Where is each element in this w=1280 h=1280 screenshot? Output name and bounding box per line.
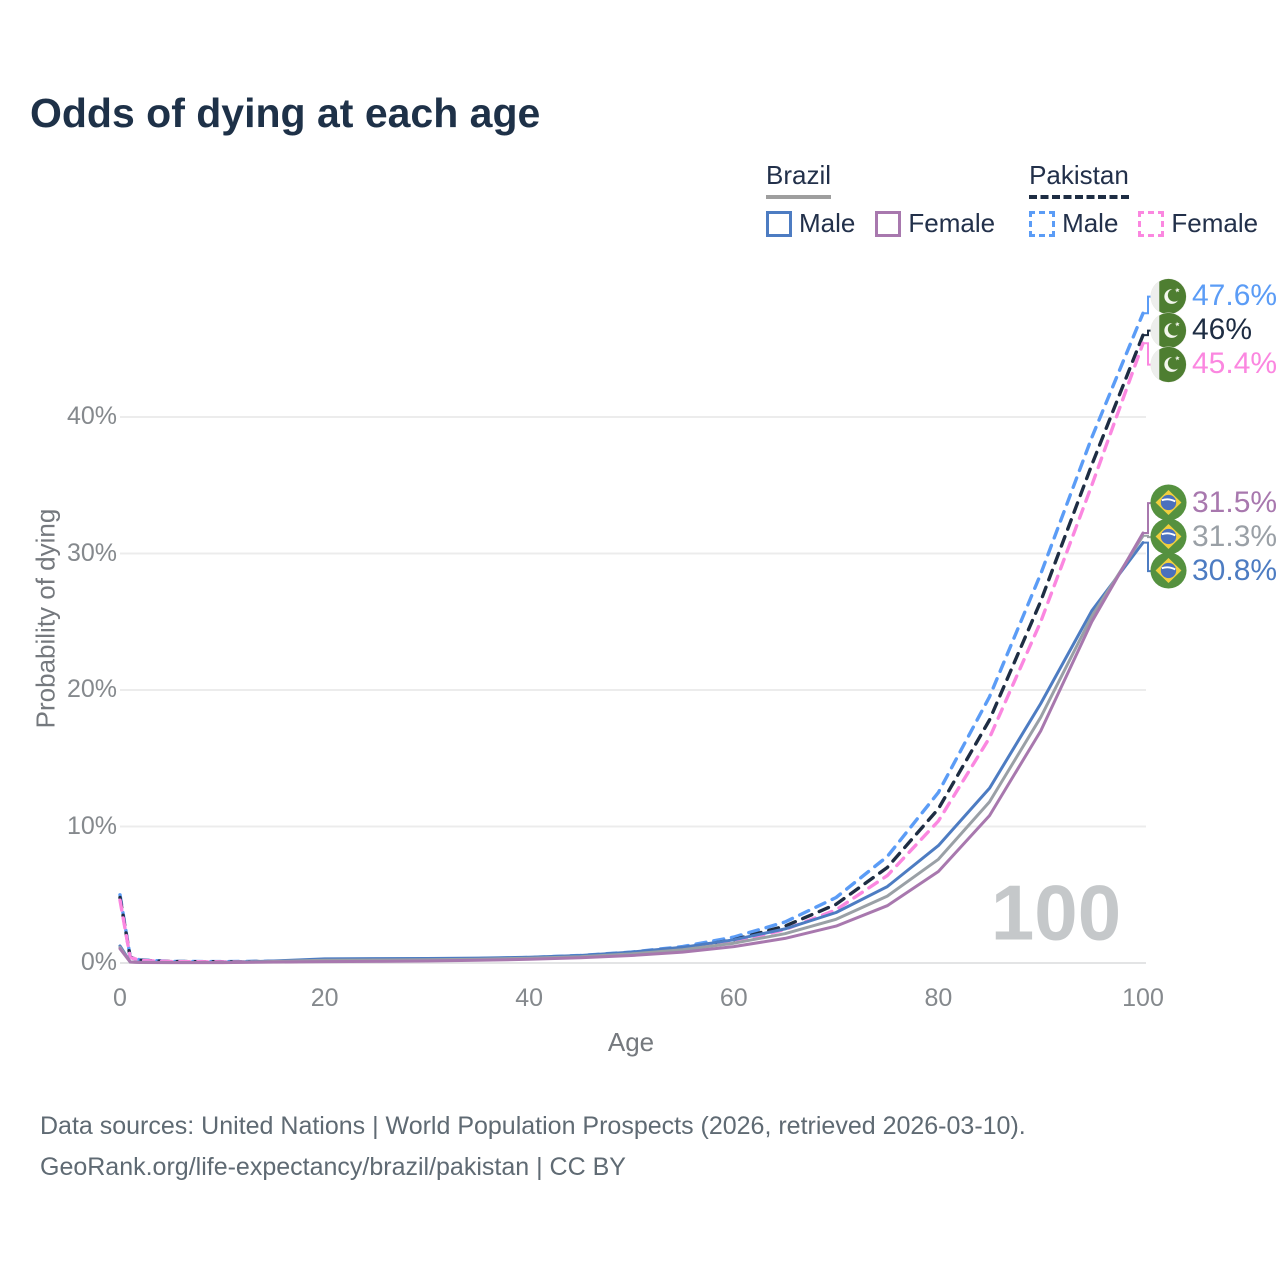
leader-line [1144, 502, 1152, 534]
leader-line [1144, 295, 1152, 315]
x-tick-20: 20 [310, 984, 339, 1012]
end-label-brazil-both-sexes: 31.3% [1150, 518, 1277, 555]
end-label-value: 31.5% [1192, 485, 1278, 519]
legend-swatch-icon[interactable] [1029, 210, 1056, 237]
end-label-value: 31.3% [1192, 519, 1278, 553]
end-label-pakistan-both-sexes: 46% [1150, 312, 1252, 349]
brazil-flag-icon [1150, 552, 1187, 589]
leader-line [1144, 342, 1152, 366]
leader-line [1144, 541, 1152, 573]
legend-group-brazil: Brazil Male Female [766, 160, 995, 239]
end-label-pakistan-female: 45.4% [1150, 346, 1277, 383]
end-label-brazil-female: 31.5% [1150, 484, 1277, 521]
y-tick-20%: 20% [66, 675, 117, 703]
series-line-brazil-female[interactable] [118, 531, 1145, 965]
x-tick-80: 80 [924, 984, 953, 1012]
legend-item-label: Male [799, 208, 856, 238]
y-tick-30%: 30% [66, 538, 117, 567]
end-label-value: 30.8% [1192, 553, 1278, 587]
x-tick-0: 0 [113, 984, 127, 1012]
legend: Brazil Male Female Pakistan Male Female [766, 160, 1258, 239]
pakistan-flag-icon [1150, 346, 1187, 383]
legend-item-label: Female [908, 208, 996, 238]
legend-country-pakistan[interactable]: Pakistan [1029, 160, 1129, 199]
footer-line-1: Data sources: United Nations | World Pop… [40, 1112, 1026, 1140]
x-tick-100: 100 [1122, 984, 1164, 1012]
end-label-brazil-male: 30.8% [1150, 552, 1277, 589]
legend-item-brazil-female[interactable]: Female [875, 208, 995, 239]
y-tick-10%: 10% [66, 811, 117, 840]
y-tick-0%: 0% [80, 948, 117, 976]
x-axis-title: Age [607, 1027, 655, 1057]
legend-swatch-icon[interactable] [1138, 210, 1165, 237]
series-line-pakistan-female[interactable] [118, 341, 1145, 964]
footer: Data sources: United Nations | World Pop… [40, 1106, 1026, 1188]
leader-line [1144, 329, 1152, 337]
legend-item-pakistan-male[interactable]: Male [1029, 208, 1118, 239]
leader-line [1144, 534, 1152, 539]
hovered-age-watermark: 100 [990, 868, 1122, 957]
series-line-pakistan-both-sexes[interactable] [118, 333, 1145, 964]
end-label-value: 45.4% [1192, 347, 1278, 381]
series-line-pakistan-male[interactable] [118, 311, 1145, 964]
end-label-value: 46% [1192, 313, 1253, 347]
pakistan-flag-icon [1150, 312, 1187, 349]
legend-item-brazil-male[interactable]: Male [766, 208, 855, 239]
pakistan-flag-icon [1150, 278, 1187, 315]
series-line-brazil-both-sexes[interactable] [118, 534, 1145, 964]
end-label-pakistan-male: 47.6% [1150, 278, 1277, 315]
brazil-flag-icon [1150, 484, 1187, 521]
end-label-value: 47.6% [1192, 279, 1278, 313]
legend-swatch-icon[interactable] [766, 210, 792, 237]
legend-group-pakistan: Pakistan Male Female [1029, 160, 1258, 239]
legend-swatch-icon[interactable] [875, 210, 902, 237]
page-title: Odds of dying at each age [30, 90, 541, 136]
legend-item-label: Female [1171, 208, 1259, 238]
series-line-brazil-male[interactable] [118, 541, 1145, 964]
legend-country-brazil[interactable]: Brazil [766, 160, 832, 199]
y-axis-title: Probability of dying [30, 508, 61, 729]
footer-line-2: GeoRank.org/life-expectancy/brazil/pakis… [40, 1153, 626, 1181]
y-tick-40%: 40% [66, 402, 117, 430]
legend-item-pakistan-female[interactable]: Female [1138, 208, 1258, 239]
x-tick-40: 40 [515, 984, 544, 1012]
legend-item-label: Male [1062, 208, 1119, 238]
brazil-flag-icon [1150, 518, 1187, 555]
x-tick-60: 60 [719, 984, 748, 1012]
